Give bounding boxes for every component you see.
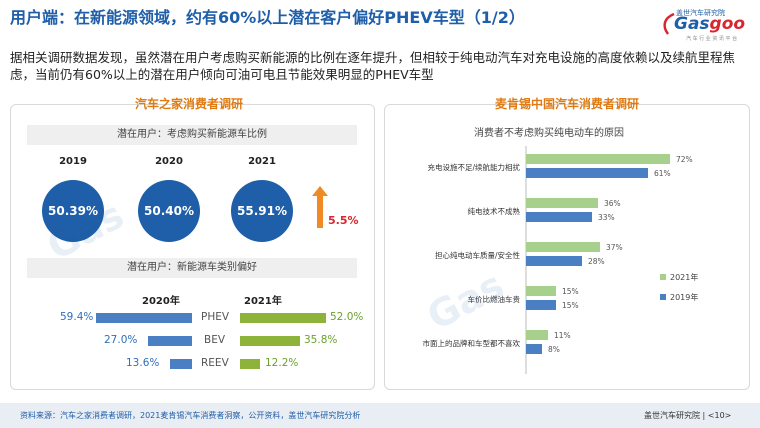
chart-bar	[526, 198, 598, 208]
chart-category-label: 担心纯电动车质量/安全性	[435, 250, 521, 260]
logo-sub: 汽 车 行 业 资 讯 平 台	[686, 36, 738, 42]
pref-phev-2020-bar	[96, 313, 192, 323]
chart-legend-swatch	[660, 294, 666, 300]
pref-bev-type: BEV	[204, 334, 226, 346]
ratio-circle-2020: 50.40%	[138, 180, 200, 242]
chart-bar	[526, 330, 548, 340]
ratio-band: 潜在用户：考虑购买新能源车比例	[27, 125, 357, 145]
pref-reev-2020-label: 13.6%	[126, 357, 160, 369]
chart-legend-swatch	[660, 274, 666, 280]
pref-phev-2021-bar	[240, 313, 326, 323]
pref-reev-2021-bar	[240, 359, 260, 369]
chart-legend-label: 2021年	[670, 272, 698, 282]
footer-source: 资料来源：汽车之家消费者调研，2021麦肯锡汽车消费者洞察，公开资料，盖世汽车研…	[20, 411, 361, 420]
chart-value-label: 15%	[562, 301, 579, 310]
page-number: <10>	[707, 411, 732, 420]
chart-value-label: 28%	[588, 257, 605, 266]
pref-reev-2020-bar	[170, 359, 192, 369]
chart-value-label: 37%	[606, 243, 623, 252]
chart-value-label: 61%	[654, 169, 671, 178]
pref-phev-2020-label: 59.4%	[60, 311, 94, 323]
growth-arrow-icon	[312, 186, 328, 228]
footer-org: 盖世汽车研究院 | <10>	[644, 411, 732, 420]
pref-band: 潜在用户：新能源车类别偏好	[27, 258, 357, 278]
chart-bar	[526, 212, 592, 222]
pref-phev-type: PHEV	[201, 311, 230, 323]
page-title: 用户端：在新能源领域，约有60%以上潜在客户偏好PHEV车型（1/2）	[10, 8, 525, 27]
chart-bar	[526, 256, 582, 266]
ratio-circle-2019: 50.39%	[42, 180, 104, 242]
pref-reev-2021-label: 12.2%	[265, 357, 299, 369]
footer-org-name: 盖世汽车研究院	[644, 411, 700, 420]
intro-text: 据相关调研数据发现，虽然潜在用户考虑购买新能源的比例在逐年提升，但相较于纯电动汽…	[10, 50, 736, 82]
pref-reev-type: REEV	[201, 357, 229, 369]
chart-category-label: 纯电技术不成熟	[468, 206, 521, 216]
chart-bar	[526, 286, 556, 296]
chart-value-label: 15%	[562, 287, 579, 296]
ratio-circle-2021: 55.91%	[231, 180, 293, 242]
logo-en-b: goo	[709, 14, 746, 34]
chart-bar	[526, 168, 648, 178]
chart-value-label: 72%	[676, 155, 693, 164]
logo-en-a: Gas	[674, 14, 710, 34]
chart-title: 消费者不考虑购买纯电动车的原因	[474, 128, 624, 139]
year-2021: 2021	[248, 156, 276, 167]
logo-cn: 盖世汽车研究院	[676, 9, 725, 17]
left-panel	[10, 104, 375, 390]
chart-category-label: 充电设施不足/续航能力相扰	[427, 162, 520, 172]
logo-en: Gasgoo	[674, 14, 745, 34]
pref-bev-2020-bar	[148, 336, 192, 346]
reasons-chart: 充电设施不足/续航能力相扰 72% 61% 纯电技术不成熟 36% 33% 担心纯电动车质量…	[423, 146, 698, 374]
chart-value-label: 36%	[604, 199, 621, 208]
pref-bev-2020-label: 27.0%	[104, 334, 138, 346]
chart-value-label: 33%	[598, 213, 615, 222]
pref-col-2020: 2020年	[142, 296, 180, 307]
year-2019: 2019	[59, 156, 87, 167]
logo-swoosh-icon	[663, 12, 675, 35]
chart-category-label: 车价比燃油车贵	[468, 294, 521, 304]
chart-bar	[526, 344, 542, 354]
chart-bar	[526, 154, 670, 164]
pref-col-2021: 2021年	[244, 296, 282, 307]
pref-bev-2021-bar	[240, 336, 300, 346]
chart-bar	[526, 300, 556, 310]
chart-category-label: 市面上的品牌和车型都不喜欢	[423, 338, 521, 348]
footer: 资料来源：汽车之家消费者调研，2021麦肯锡汽车消费者洞察，公开资料，盖世汽车研…	[0, 403, 760, 428]
chart-value-label: 11%	[554, 331, 571, 340]
chart-value-label: 8%	[548, 345, 560, 354]
left-panel-title: 汽车之家消费者调研	[135, 97, 244, 111]
right-panel-title: 麦肯锡中国汽车消费者调研	[495, 97, 640, 111]
chart-legend-label: 2019年	[670, 292, 698, 302]
pref-phev-2021-label: 52.0%	[330, 311, 364, 323]
chart-bar	[526, 242, 600, 252]
year-2020: 2020	[155, 156, 183, 167]
growth-value: 5.5%	[328, 214, 359, 227]
pref-bev-2021-label: 35.8%	[304, 334, 338, 346]
gasgoo-logo: 盖世汽车研究院 Gasgoo 汽 车 行 业 资 讯 平 台	[660, 8, 756, 42]
